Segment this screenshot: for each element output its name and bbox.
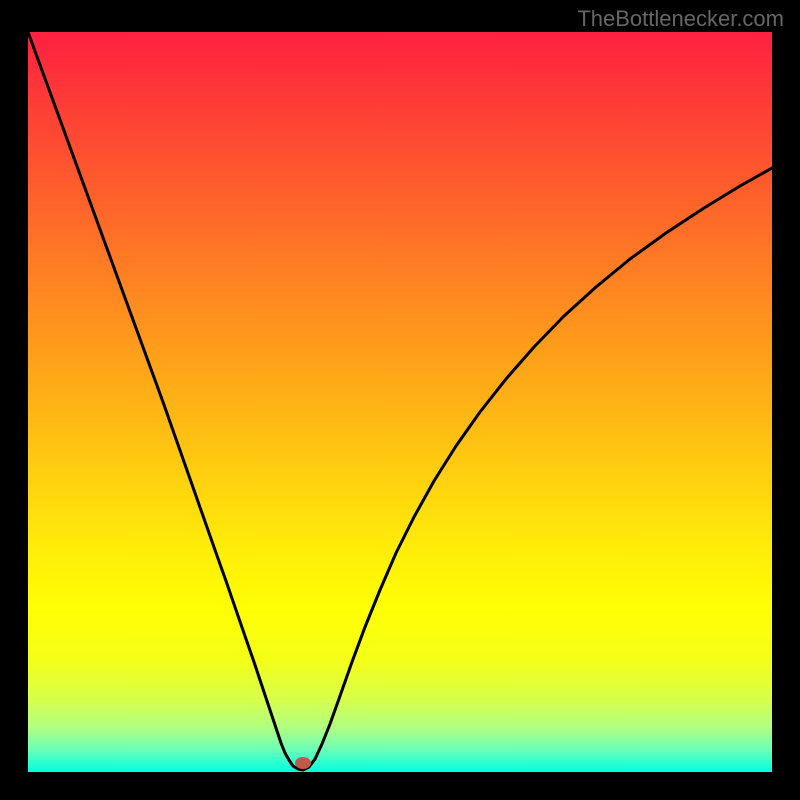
- bottleneck-curve: [28, 32, 772, 770]
- optimal-point-marker: [295, 757, 311, 769]
- chart-frame: TheBottlenecker.com: [0, 0, 800, 800]
- curve-layer: [28, 32, 772, 772]
- watermark-text: TheBottlenecker.com: [577, 6, 784, 32]
- plot-area: [28, 32, 772, 772]
